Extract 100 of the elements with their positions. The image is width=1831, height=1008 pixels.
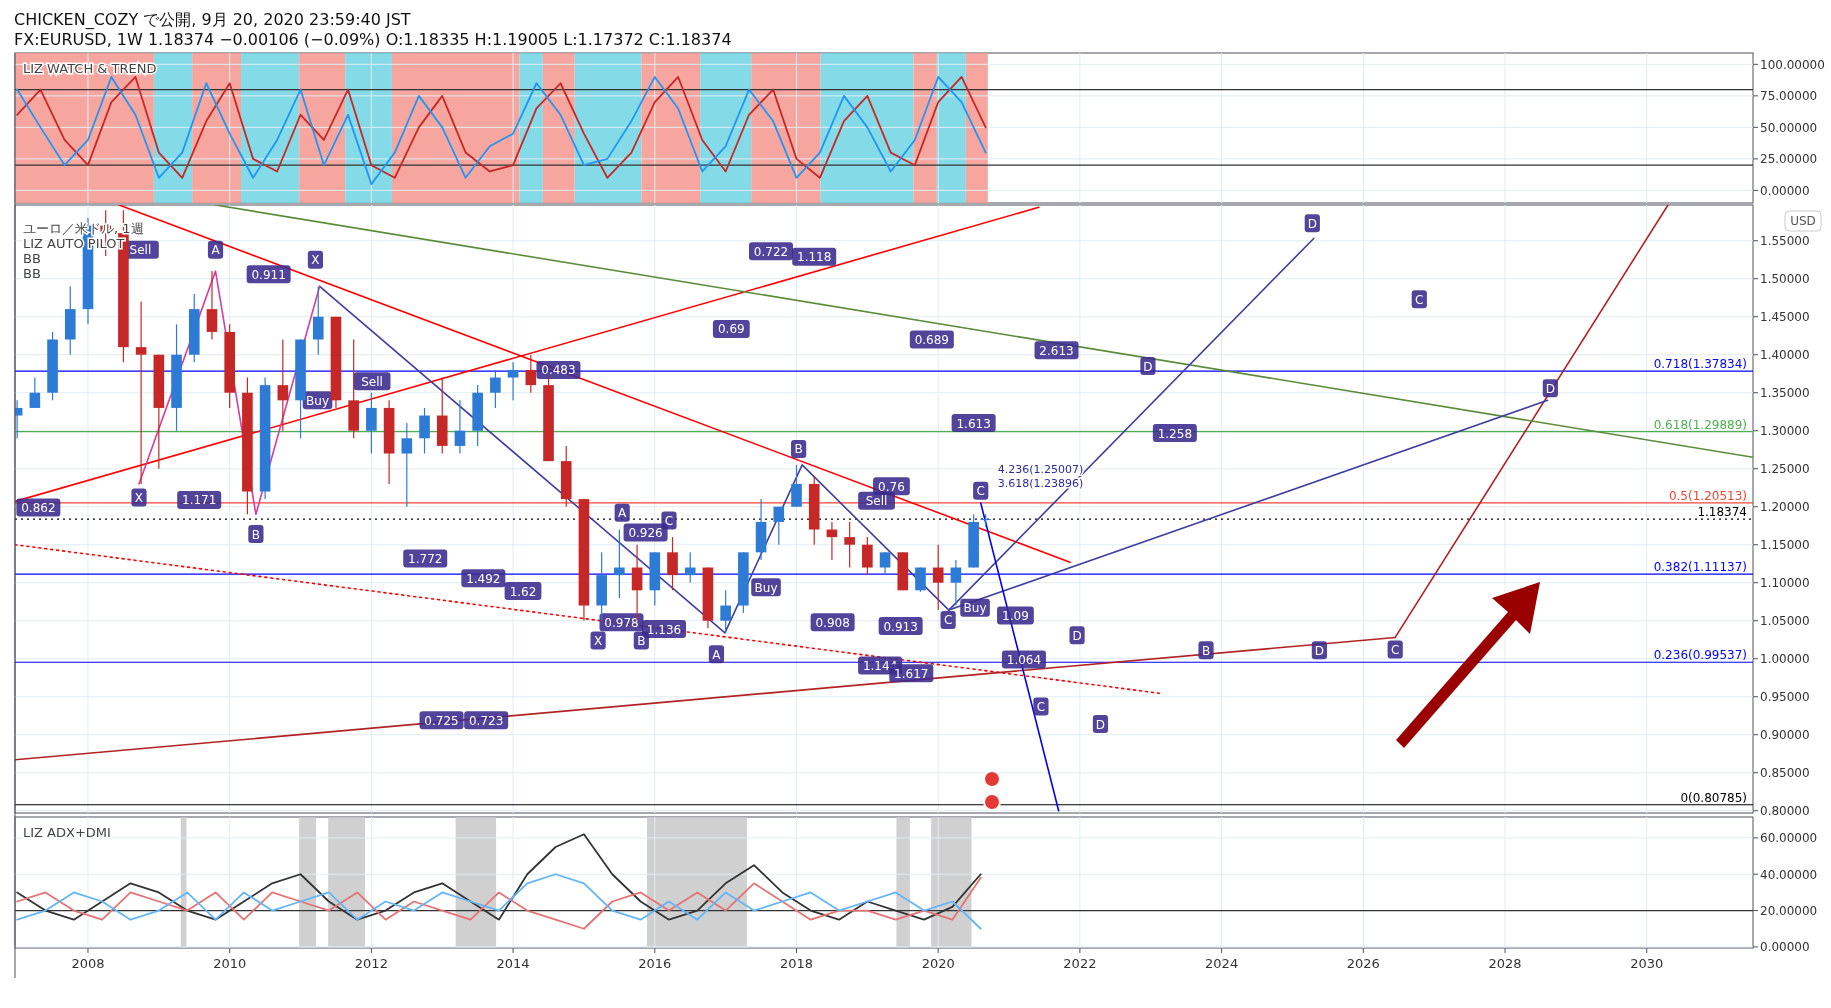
- x-tick-label: 2028: [1488, 956, 1522, 971]
- y-tick-label: 1.30000: [1760, 424, 1810, 439]
- ref-line-label: 0.618(1.29889): [1653, 417, 1747, 432]
- y-tick-label: 1.10000: [1760, 576, 1810, 591]
- y-tick-label: 1.00000: [1760, 652, 1810, 667]
- annotation: B: [637, 633, 646, 648]
- y-tick-label: 40.00000: [1760, 867, 1818, 882]
- annotation: C: [1391, 643, 1400, 658]
- x-tick-label: 2022: [1063, 956, 1097, 971]
- ref-line-label: 0.382(1.11137): [1653, 560, 1747, 575]
- x-tick-label: 2026: [1346, 956, 1380, 971]
- annotation: B: [251, 527, 261, 542]
- annotation: Buy: [963, 601, 987, 616]
- y-tick-label: 0.00000: [1760, 183, 1810, 198]
- y-tick-label: 1.40000: [1760, 348, 1810, 363]
- y-tick-label: 0.85000: [1760, 766, 1810, 781]
- annotation: Buy: [306, 393, 330, 408]
- annotation: 1.064: [1006, 652, 1042, 667]
- annotation: 0.913: [883, 619, 918, 634]
- annotation: 1.492: [466, 571, 501, 586]
- annotation: 0.978: [604, 615, 639, 630]
- annotation: Sell: [361, 374, 383, 389]
- y-tick-label: 0.80000: [1760, 804, 1810, 819]
- annotation: 4.236(1.25007): [997, 463, 1084, 476]
- x-tick-label: 2010: [213, 956, 247, 971]
- annotation: 0.911: [251, 267, 286, 282]
- y-tick-label: 1.15000: [1760, 538, 1810, 553]
- annotation: 0.723: [468, 713, 504, 728]
- y-tick-label: 1.20000: [1760, 500, 1810, 515]
- annotation: Sell: [865, 494, 888, 509]
- annotation: 0.862: [21, 500, 56, 515]
- annotation: 2.613: [1039, 343, 1074, 358]
- y-tick-label: 0.95000: [1760, 690, 1810, 705]
- annotation: X: [134, 491, 144, 506]
- annotation: 0.483: [541, 363, 576, 378]
- annotation: D: [1095, 717, 1106, 732]
- y-tick-label: 1.55000: [1760, 234, 1810, 249]
- ref-line-label: 0.236(0.99537): [1653, 648, 1747, 663]
- x-tick-label: 2018: [779, 956, 814, 971]
- annotation: 1.136: [646, 622, 682, 637]
- x-tick-label: 2012: [354, 956, 388, 971]
- y-tick-label: 20.00000: [1760, 904, 1818, 919]
- annotation: 1.772: [408, 551, 443, 566]
- annotation: 0.689: [914, 333, 949, 348]
- annotation: A: [618, 506, 628, 521]
- annotation: D: [1072, 628, 1082, 643]
- annotation: D: [1307, 216, 1317, 231]
- annotation: 1.171: [182, 493, 217, 508]
- chart-subtitle: FX:EURUSD, 1W 1.18374 −0.00106 (−0.09%) O:1.18335 H:1.19005 L:1.17372 C:1.18374: [14, 30, 732, 49]
- ref-line-label: 0(0.80785): [1680, 790, 1747, 805]
- x-tick-label: 2030: [1630, 956, 1664, 971]
- y-tick-label: 1.50000: [1760, 272, 1810, 287]
- y-axis-title: USD: [1790, 214, 1816, 228]
- ref-line-label: 0.718(1.37834): [1653, 357, 1747, 372]
- annotation: 0.926: [628, 526, 663, 541]
- annotation: D: [1314, 643, 1325, 658]
- y-tick-label: 1.35000: [1760, 386, 1810, 401]
- annotation: C: [943, 613, 953, 628]
- annotation: 1.62: [509, 584, 537, 599]
- x-tick-label: 2014: [496, 956, 530, 971]
- ref-line-label: 0.5(1.20513): [1668, 488, 1747, 503]
- annotation: C: [664, 513, 674, 528]
- x-tick-label: 2024: [1205, 956, 1239, 971]
- y-tick-label: 75.00000: [1760, 89, 1818, 104]
- x-tick-label: 2020: [921, 956, 955, 971]
- annotation: 0.76: [878, 479, 905, 494]
- annotation: BB: [23, 251, 41, 266]
- annotation: D: [1143, 359, 1153, 374]
- y-tick-label: 25.00000: [1760, 152, 1818, 167]
- annotation: A: [211, 243, 221, 258]
- annotation: 0.722: [753, 244, 789, 259]
- annotation: BB: [23, 266, 41, 281]
- annotation: 0.908: [815, 615, 850, 630]
- chart-title: CHICKEN_COZY で公開, 9月 20, 2020 23:59:40 JST: [14, 10, 411, 30]
- y-tick-label: 60.00000: [1760, 831, 1818, 846]
- y-tick-label: 100.00000: [1760, 57, 1825, 72]
- annotation: LIZ ADX+DMI: [23, 825, 111, 840]
- y-tick-label: 1.25000: [1760, 462, 1810, 477]
- annotation: 1.09: [1002, 608, 1029, 623]
- annotation: A: [712, 647, 722, 662]
- annotation: C: [1036, 700, 1046, 715]
- annotation: X: [593, 633, 603, 648]
- annotation: Sell: [129, 243, 152, 258]
- annotation: 0.69: [717, 322, 745, 337]
- annotation: B: [794, 442, 803, 457]
- x-tick-label: 2016: [638, 956, 672, 971]
- y-tick-label: 0.90000: [1760, 728, 1810, 743]
- annotation: 1.258: [1157, 426, 1193, 441]
- y-tick-label: 50.00000: [1760, 120, 1818, 135]
- annotation: 1.118: [797, 250, 832, 265]
- annotation: C: [1415, 292, 1424, 307]
- annotation: B: [1201, 643, 1211, 658]
- annotation: 0.725: [424, 713, 459, 728]
- annotation: Buy: [754, 580, 778, 595]
- annotation: C: [976, 484, 985, 499]
- ref-line-label: 1.18374: [1697, 505, 1747, 520]
- y-tick-label: 0.00000: [1760, 940, 1810, 955]
- y-tick-label: 1.05000: [1760, 614, 1810, 629]
- annotation: D: [1545, 381, 1555, 396]
- x-tick-label: 2008: [71, 956, 105, 971]
